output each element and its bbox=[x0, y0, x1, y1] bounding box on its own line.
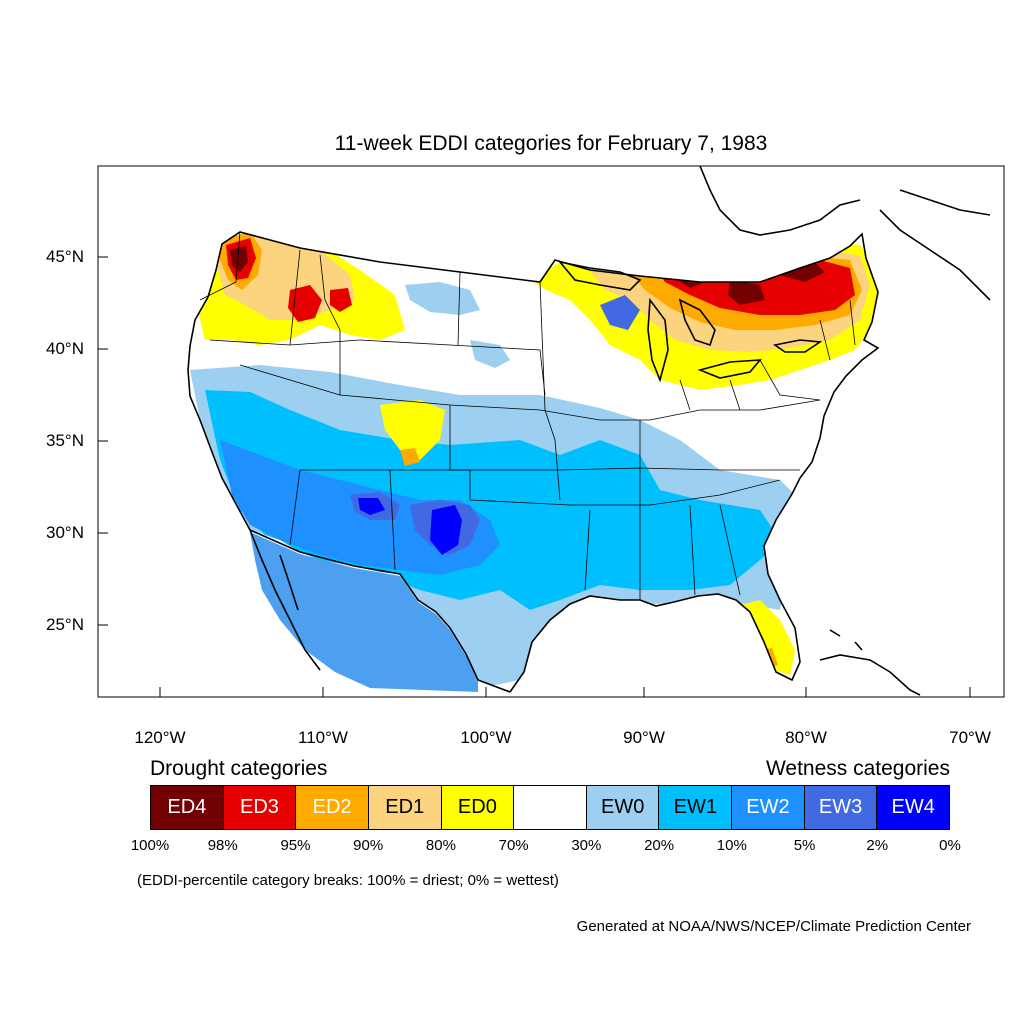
legend-colorbar: ED4 ED3 ED2 ED1 ED0 EW0 EW1 EW2 EW3 EW4 bbox=[150, 785, 950, 830]
legend-cell-ed2: ED2 bbox=[296, 786, 369, 829]
legend-cell-ew3: EW3 bbox=[804, 786, 878, 829]
legend-break-label: 30% bbox=[571, 837, 602, 854]
map-frame bbox=[97, 165, 1005, 698]
legend-cell-ed1: ED1 bbox=[368, 786, 442, 829]
lon-label-100: 100°W bbox=[460, 728, 512, 747]
lat-label-25: 25°N bbox=[46, 615, 84, 634]
legend-break-label: 100% bbox=[130, 837, 170, 854]
map-title: 11-week EDDI categories for February 7, … bbox=[334, 132, 768, 155]
state-borders bbox=[199, 231, 856, 600]
legend-break-label: 20% bbox=[644, 837, 675, 854]
legend-break-label: 2% bbox=[866, 837, 889, 854]
legend-break-label: 80% bbox=[425, 837, 456, 854]
wetness-heading: Wetness categories bbox=[765, 757, 950, 780]
lat-label-35: 35°N bbox=[46, 431, 84, 450]
drought-heading: Drought categories bbox=[150, 757, 328, 780]
legend-cell-ew1: EW1 bbox=[659, 786, 733, 829]
legend-break-label: 10% bbox=[716, 837, 747, 854]
legend-cell-ed0: ED0 bbox=[441, 786, 515, 829]
legend-cell-ew4: EW4 bbox=[877, 786, 950, 829]
legend-cell-ew2: EW2 bbox=[732, 786, 805, 829]
lon-label-120: 120°W bbox=[134, 728, 186, 747]
legend-cell-ed3: ED3 bbox=[223, 786, 297, 829]
lon-label-80: 80°W bbox=[785, 728, 827, 747]
mexico-wet-field bbox=[250, 532, 478, 692]
lon-label-90: 90°W bbox=[623, 728, 665, 747]
lat-label-30: 30°N bbox=[46, 523, 84, 542]
legend-break-label: 70% bbox=[498, 837, 529, 854]
legend-cell-ew0: EW0 bbox=[586, 786, 660, 829]
legend-break-label: 95% bbox=[280, 837, 311, 854]
legend-cell-normal bbox=[514, 786, 587, 829]
legend-note: (EDDI-percentile category breaks: 100% =… bbox=[137, 872, 559, 889]
legend-break-label: 0% bbox=[939, 837, 961, 854]
lat-label-40: 40°N bbox=[46, 339, 84, 358]
axis-ticks bbox=[98, 256, 971, 697]
credit-text: Generated at NOAA/NWS/NCEP/Climate Predi… bbox=[576, 918, 971, 935]
legend-break-label: 98% bbox=[207, 837, 238, 854]
lat-label-45: 45°N bbox=[46, 247, 84, 266]
eddi-field bbox=[188, 232, 878, 692]
legend-break-label: 5% bbox=[793, 837, 816, 854]
coastlines bbox=[187, 166, 991, 696]
lon-label-70: 70°W bbox=[949, 728, 991, 747]
legend-cell-ed4: ED4 bbox=[151, 786, 224, 829]
legend-break-label: 90% bbox=[353, 837, 384, 854]
lon-label-110: 110°W bbox=[298, 728, 348, 747]
